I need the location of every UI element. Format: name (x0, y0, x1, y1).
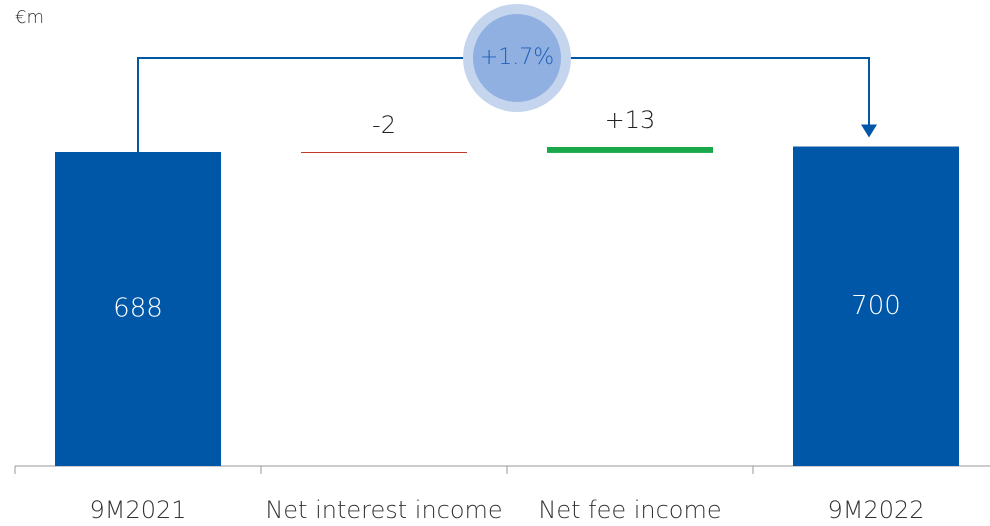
value-label: -2 (372, 111, 396, 139)
bar (55, 151, 221, 466)
x-tick-label: 9M2022 (827, 496, 924, 524)
badge-inner (473, 14, 561, 102)
unit-label: €m (15, 7, 44, 28)
x-tick-label: Net fee income (538, 496, 721, 524)
value-label: 700 (851, 291, 901, 321)
value-label: 688 (113, 293, 163, 323)
bar (547, 146, 713, 153)
arrow-head (861, 124, 877, 138)
value-label: +13 (605, 106, 656, 134)
bar (301, 151, 467, 153)
x-tick-label: 9M2021 (89, 496, 186, 524)
x-tick-label: Net interest income (265, 496, 502, 524)
bar (793, 146, 959, 466)
annotation: +1.7% (480, 45, 554, 70)
